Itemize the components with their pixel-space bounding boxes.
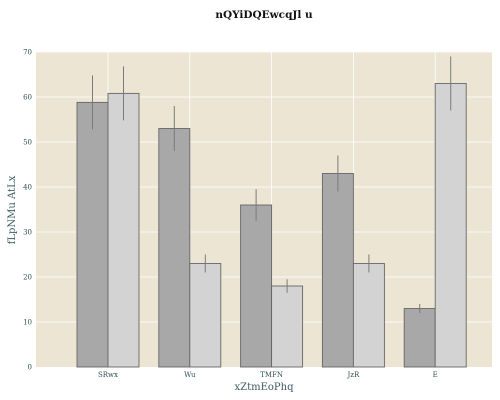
bar <box>107 92 140 368</box>
x-tick-label: JzR <box>347 371 360 379</box>
bar <box>271 285 304 368</box>
x-tick-label: E <box>433 371 438 379</box>
y-tick-label: 0 <box>28 364 32 372</box>
y-axis-ticks: 0 10 20 30 40 50 60 70 <box>23 49 32 372</box>
y-tick-label: 10 <box>23 319 32 327</box>
x-axis-ticks: SRwx Wu TMFN JzR E <box>98 371 438 379</box>
bar <box>240 204 273 368</box>
bar <box>403 308 436 368</box>
y-tick-label: 20 <box>23 274 32 282</box>
y-tick-label: 50 <box>23 139 32 147</box>
x-tick-label: TMFN <box>260 371 283 379</box>
error-bars <box>92 56 452 313</box>
x-axis-label: xZtmEoPhq <box>235 382 295 393</box>
bar <box>189 263 222 368</box>
bar <box>434 83 467 368</box>
chart-title: nQYiDQEwcqJl u <box>215 9 313 21</box>
bar <box>321 173 354 368</box>
y-tick-label: 30 <box>23 229 32 237</box>
bars <box>76 83 467 368</box>
x-tick-label: Wu <box>184 371 196 379</box>
y-tick-label: 40 <box>23 184 32 192</box>
bar <box>76 101 109 368</box>
y-axis-label: fLpNMu AtLx <box>7 175 18 244</box>
y-tick-label: 70 <box>23 49 32 57</box>
bar <box>158 128 191 368</box>
y-tick-label: 60 <box>23 94 32 102</box>
bar <box>352 263 385 368</box>
x-tick-label: SRwx <box>98 371 118 379</box>
